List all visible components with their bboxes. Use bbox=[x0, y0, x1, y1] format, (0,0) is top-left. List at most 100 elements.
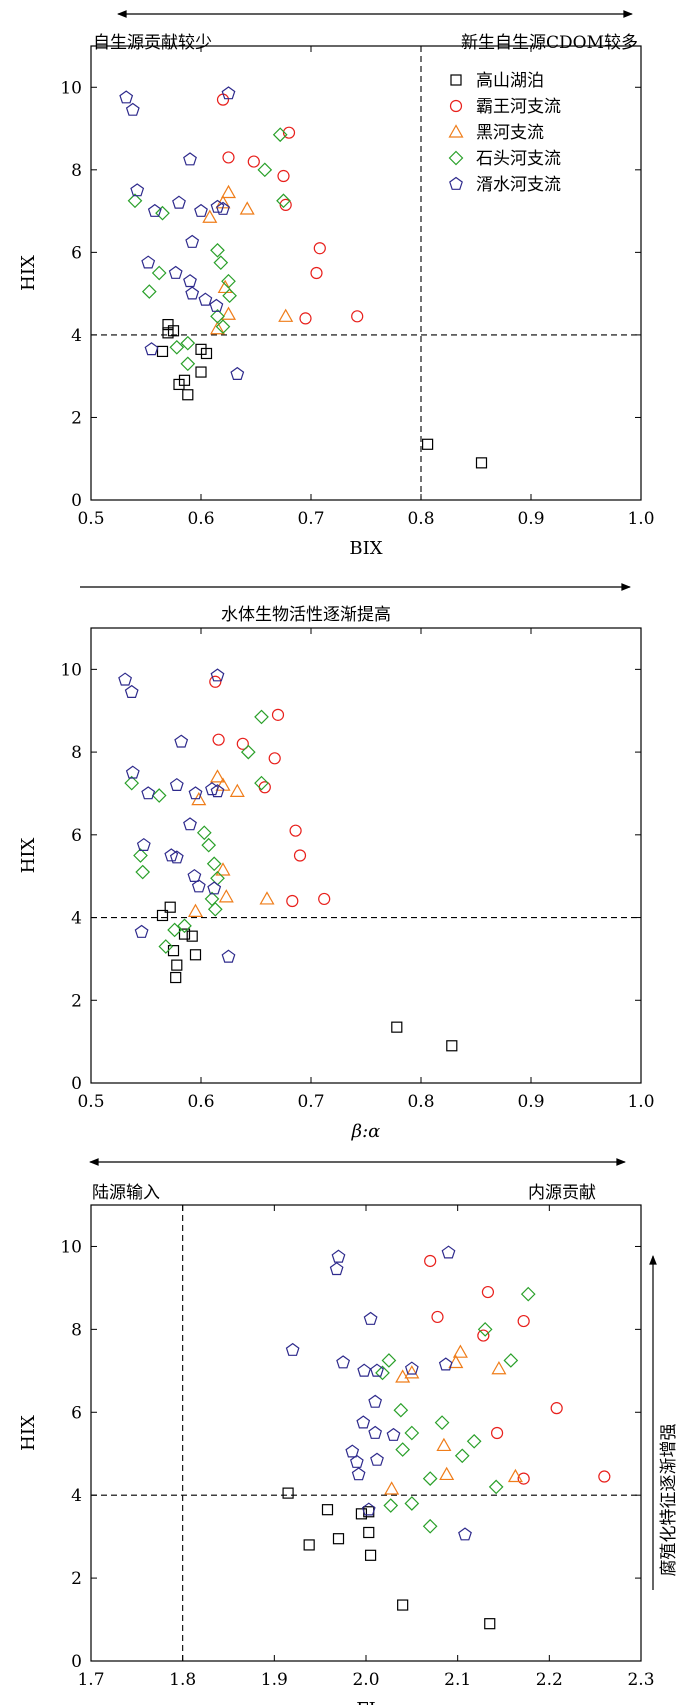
data-point bbox=[212, 733, 225, 746]
data-point bbox=[434, 1415, 450, 1430]
data-point bbox=[436, 1437, 452, 1452]
data-point bbox=[182, 389, 194, 401]
data-point bbox=[254, 775, 269, 791]
x-axis-label: BIX bbox=[349, 538, 382, 559]
data-point bbox=[229, 783, 245, 797]
data-point bbox=[391, 1021, 403, 1033]
data-point bbox=[491, 1361, 507, 1375]
data-point bbox=[368, 1394, 383, 1408]
y-tick-label: 10 bbox=[60, 660, 82, 680]
data-point bbox=[125, 102, 140, 116]
y-tick-label: 4 bbox=[71, 326, 82, 346]
data-point bbox=[458, 1527, 472, 1541]
data-point bbox=[119, 90, 134, 104]
data-point bbox=[282, 126, 296, 139]
chart-panel-1: 自生源贡献较少 新生自生源CDOM较多 0.5 0.6 0.7 0.8 0.9 1.0 0 2 4 6… bbox=[18, 10, 655, 559]
data-point bbox=[151, 788, 167, 803]
data-point bbox=[363, 1311, 378, 1325]
data-point bbox=[183, 817, 197, 831]
data-point bbox=[205, 782, 219, 796]
data-point bbox=[236, 737, 249, 750]
data-point bbox=[164, 848, 179, 862]
data-point bbox=[438, 1357, 453, 1371]
data-point bbox=[206, 856, 222, 872]
data-point bbox=[209, 675, 222, 688]
series-2 bbox=[216, 93, 364, 325]
x-tick-label: 0.7 bbox=[297, 509, 324, 529]
x-tick-label: 2.3 bbox=[627, 1670, 654, 1690]
data-point bbox=[215, 319, 231, 335]
data-point bbox=[171, 959, 183, 971]
data-point bbox=[490, 1426, 504, 1440]
series-1 bbox=[282, 1487, 496, 1630]
data-point bbox=[313, 242, 326, 255]
x-tick-label: 1.9 bbox=[261, 1670, 288, 1690]
data-point bbox=[370, 1452, 384, 1466]
data-point bbox=[134, 924, 149, 938]
data-point bbox=[550, 1402, 563, 1415]
data-point bbox=[216, 201, 230, 215]
data-point bbox=[422, 1471, 438, 1486]
y-axis-label: HIX bbox=[18, 1415, 39, 1451]
data-point bbox=[349, 1454, 364, 1468]
data-point bbox=[368, 1425, 383, 1439]
x-tick-label: 0.7 bbox=[297, 1092, 324, 1112]
data-point bbox=[194, 203, 208, 217]
data-point bbox=[220, 306, 237, 320]
data-point bbox=[477, 1329, 490, 1342]
y-tick-label: 4 bbox=[71, 909, 82, 929]
data-point bbox=[404, 1365, 420, 1379]
data-point bbox=[286, 894, 299, 908]
data-point bbox=[240, 744, 256, 760]
y-tick-label: 4 bbox=[71, 1486, 82, 1506]
data-point bbox=[278, 308, 294, 322]
data-point bbox=[141, 786, 156, 800]
x-tick-label: 2.1 bbox=[444, 1670, 471, 1690]
y-tick-label: 0 bbox=[71, 1074, 82, 1094]
data-point bbox=[441, 1245, 456, 1259]
legend-label: 高山湖泊 bbox=[476, 71, 544, 91]
data-point bbox=[210, 308, 225, 324]
x-tick-label: 0.8 bbox=[407, 1092, 434, 1112]
series-5 bbox=[119, 86, 245, 380]
data-point bbox=[351, 310, 364, 323]
x-tick-label: 2.0 bbox=[352, 1670, 379, 1690]
data-point bbox=[357, 1363, 372, 1377]
legend-marker bbox=[448, 124, 464, 138]
data-point bbox=[404, 1496, 420, 1511]
data-point bbox=[155, 205, 170, 221]
data-point bbox=[259, 891, 275, 905]
data-point bbox=[118, 672, 133, 686]
y-tick-label: 2 bbox=[71, 408, 82, 428]
data-point bbox=[125, 765, 140, 779]
annotation-right: 新生自生源CDOM较多 bbox=[461, 33, 638, 53]
data-point bbox=[332, 1533, 345, 1545]
data-point bbox=[202, 209, 218, 223]
data-point bbox=[151, 265, 167, 281]
data-point bbox=[209, 769, 226, 783]
data-point bbox=[130, 183, 145, 197]
data-point bbox=[481, 1285, 495, 1299]
data-point bbox=[178, 374, 191, 386]
data-point bbox=[247, 155, 260, 168]
data-point bbox=[397, 1599, 409, 1611]
data-point bbox=[439, 1466, 455, 1481]
data-point bbox=[375, 1365, 390, 1381]
data-point bbox=[395, 1442, 411, 1457]
data-point bbox=[209, 298, 224, 312]
data-point bbox=[475, 457, 488, 469]
data-point bbox=[329, 1262, 344, 1276]
x-tick-label: 1.8 bbox=[169, 1670, 196, 1690]
legend-marker bbox=[448, 150, 464, 166]
legend-label: 石头河支流 bbox=[476, 149, 561, 169]
x-tick-label: 0.5 bbox=[77, 509, 104, 529]
data-point bbox=[422, 1518, 438, 1534]
series-5 bbox=[118, 668, 236, 963]
data-point bbox=[185, 234, 200, 248]
data-point bbox=[141, 284, 157, 299]
data-point bbox=[331, 1249, 346, 1263]
data-point bbox=[336, 1355, 351, 1369]
data-point bbox=[210, 199, 225, 213]
plot-frame bbox=[90, 45, 642, 501]
